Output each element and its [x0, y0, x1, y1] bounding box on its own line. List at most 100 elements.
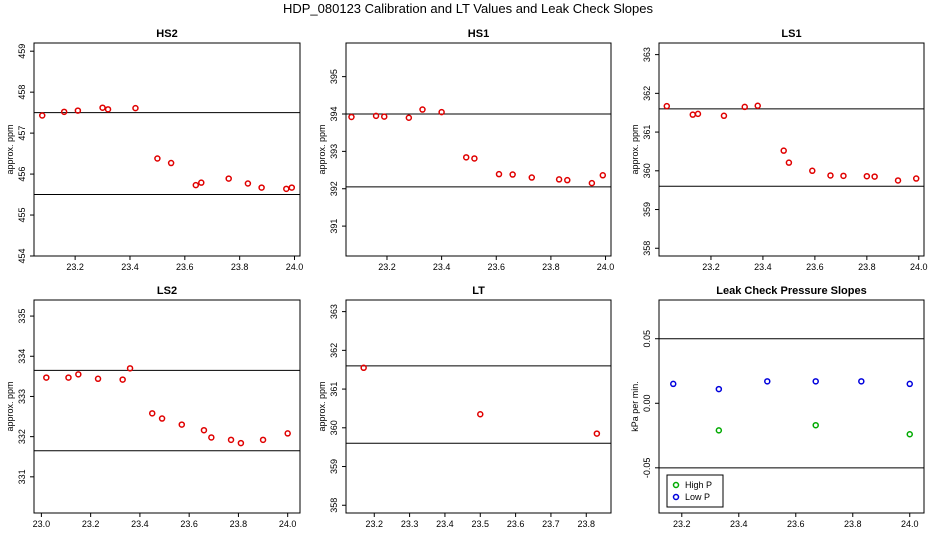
data-point: [288, 184, 296, 191]
data-point: [906, 380, 914, 388]
data-point: [863, 172, 871, 180]
x-tick-label: 23.6: [507, 519, 525, 529]
legend-marker: [672, 481, 680, 489]
y-axis-label: approx. ppm: [317, 124, 327, 174]
y-tick-label: 334: [17, 349, 27, 364]
data-point: [669, 380, 677, 388]
x-tick-label: 23.8: [844, 519, 862, 529]
data-point: [812, 378, 819, 385]
panel-title: LT: [472, 285, 485, 297]
data-point: [509, 171, 516, 178]
data-point: [764, 378, 771, 385]
data-point: [780, 147, 787, 154]
y-axis-label: approx. ppm: [317, 381, 327, 431]
x-tick-label: 23.4: [433, 262, 451, 272]
data-point: [471, 155, 478, 162]
y-tick-label: 392: [329, 181, 339, 196]
y-tick-label: 358: [329, 498, 339, 513]
x-tick-label: 23.6: [487, 262, 505, 272]
data-point: [74, 107, 82, 114]
data-point: [158, 415, 166, 422]
data-point: [564, 176, 571, 184]
y-tick-label: 363: [329, 304, 339, 319]
data-point: [348, 113, 355, 121]
data-point: [715, 385, 723, 393]
data-point: [812, 421, 819, 429]
data-point: [154, 155, 161, 162]
data-point: [148, 410, 156, 417]
x-tick-label: 23.4: [754, 262, 772, 272]
y-tick-label: 394: [329, 106, 339, 121]
y-tick-label: 0.00: [642, 395, 652, 413]
x-tick-label: 23.4: [121, 262, 139, 272]
data-point: [694, 110, 702, 118]
data-point: [380, 113, 388, 120]
data-point: [38, 112, 46, 119]
y-tick-label: 457: [17, 126, 27, 141]
x-tick-label: 23.6: [787, 519, 805, 529]
data-point: [99, 104, 106, 111]
x-tick-label: 23.2: [673, 519, 691, 529]
y-tick-label: 395: [329, 69, 339, 84]
x-tick-label: 23.8: [858, 262, 876, 272]
plot-frame: [658, 299, 925, 514]
data-point: [419, 106, 426, 113]
data-point: [126, 365, 134, 372]
data-point: [528, 174, 536, 181]
plot-frame: [33, 42, 301, 257]
y-tick-label: 332: [17, 429, 27, 444]
data-point: [405, 114, 413, 121]
plot-frame: [658, 42, 925, 257]
y-tick-label: 455: [17, 208, 27, 223]
y-tick-label: 333: [17, 389, 27, 404]
x-tick-label: 24.0: [910, 262, 928, 272]
y-tick-label: 454: [17, 248, 27, 263]
data-point: [360, 364, 367, 372]
y-tick-label: 362: [642, 86, 652, 101]
y-tick-label: 362: [329, 343, 339, 358]
y-tick-label: 335: [17, 309, 27, 324]
x-tick-label: 23.4: [436, 519, 454, 529]
data-point: [462, 154, 470, 161]
data-point: [192, 181, 200, 189]
panel-5: LT 23.2 23.3 23.4 23.5 23.6 23.7 23.8 358 359 360 3…: [317, 285, 612, 529]
y-axis-label: approx. ppm: [630, 124, 640, 174]
x-tick-label: 23.8: [230, 519, 248, 529]
data-point: [283, 185, 290, 193]
data-point: [200, 426, 208, 434]
data-point: [588, 179, 596, 187]
panel-1: HS2 23.2 23.4 23.6 23.8 24.0 454 455 456 457 458 45…: [5, 28, 303, 272]
plot-frame: [345, 42, 612, 257]
x-tick-label: 24.0: [286, 262, 304, 272]
data-point: [894, 177, 902, 184]
y-tick-label: 331: [17, 469, 27, 484]
data-point: [167, 159, 175, 167]
data-point: [663, 102, 671, 110]
y-tick-label: 459: [17, 44, 27, 59]
plot-frame: [345, 299, 612, 514]
figure-title: HDP_080123 Calibration and LT Values and…: [282, 1, 654, 16]
panel-title: HS1: [468, 28, 489, 40]
x-tick-label: 23.6: [180, 519, 198, 529]
data-point: [244, 180, 252, 187]
x-tick-label: 23.2: [82, 519, 100, 529]
data-point: [178, 421, 186, 428]
data-point: [75, 371, 82, 378]
data-point: [284, 430, 291, 437]
data-point: [104, 106, 112, 113]
panel-6: Leak Check Pressure Slopes 23.2 23.4 23.6 23…: [630, 285, 925, 529]
data-point: [912, 175, 920, 182]
data-point: [785, 159, 793, 166]
y-tick-label: 361: [329, 382, 339, 397]
y-tick-label: 360: [642, 163, 652, 178]
data-point: [132, 104, 139, 112]
x-tick-label: 23.8: [231, 262, 249, 272]
panel-3: LS1 23.2 23.4 23.6 23.8 24.0 358 359 360 361 362 36…: [630, 28, 928, 272]
data-point: [237, 439, 245, 447]
data-point: [94, 375, 102, 383]
panel-title: LS2: [157, 285, 177, 297]
data-point: [858, 378, 865, 385]
panel-2: HS1 23.2 23.4 23.6 23.8 24.0 391 392 393 394 395 ap…: [317, 28, 614, 272]
data-point: [438, 108, 445, 116]
